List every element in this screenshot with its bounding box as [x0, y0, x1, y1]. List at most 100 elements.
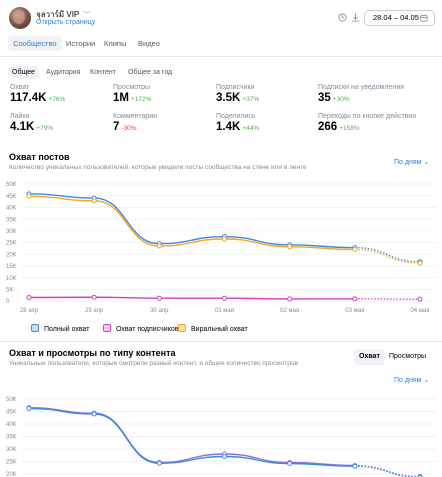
metric-value: 35 [318, 92, 331, 104]
metric-label: Переходы по кнопке действия [318, 113, 417, 120]
group-name[interactable]: จุลวาร์มี VIP ﹀ [36, 8, 90, 21]
legend-swatch [103, 324, 111, 332]
download-icon[interactable] [351, 13, 360, 22]
data-point [156, 460, 162, 466]
legend-subscribers-reach[interactable]: Охват подписчиков [103, 324, 178, 333]
metric-shares[interactable]: Поделились 1.4K +44% [216, 113, 259, 133]
subtab-audience[interactable]: Аудитория [46, 69, 81, 76]
legend-label: Полный охват [44, 326, 90, 333]
y-tick-label: 15K [6, 264, 17, 270]
metric-label: Просмотры [113, 84, 150, 91]
metric-label: Лайки [10, 113, 30, 120]
metric-action-button[interactable]: Переходы по кнопке действия 266 +158% [318, 113, 416, 133]
date-range-picker[interactable]: 28.04 – 04.05 [364, 10, 435, 26]
period-dropdown[interactable]: По дням ⌄ [394, 158, 429, 166]
x-tick-label: 30 апр [150, 308, 169, 314]
metric-reach[interactable]: Охват 117.4K +76% [10, 84, 65, 104]
metric-likes[interactable]: Лайки 4.1K +79% [10, 113, 53, 133]
series-line [28, 195, 355, 251]
data-point [417, 260, 423, 266]
open-page-link[interactable]: Открыть страницу [36, 19, 96, 26]
legend-label: Охват подписчиков [116, 326, 179, 333]
y-tick-label: 25K [6, 241, 17, 247]
y-tick-label: 20K [6, 472, 17, 477]
period-label: По дням [394, 377, 422, 384]
calendar-icon [420, 14, 428, 22]
data-point [352, 247, 358, 253]
tab-video[interactable]: Видео [138, 39, 160, 48]
section-subtitle: Количество уникальных пользователей, кот… [9, 164, 307, 171]
x-tick-label: 28 апр [20, 308, 39, 314]
metric-delta: +30% [332, 96, 350, 103]
clock-icon[interactable] [338, 13, 347, 22]
metric-delta: +172% [130, 96, 152, 103]
data-point [91, 294, 97, 300]
group-name-label: จุลวาร์มี VIP [36, 10, 80, 19]
y-tick-label: 5K [6, 288, 13, 294]
metric-value: 1M [113, 92, 129, 104]
subtab-general[interactable]: Общее [8, 66, 39, 79]
data-point [156, 295, 162, 301]
data-point [352, 296, 358, 302]
divider [0, 56, 442, 57]
chevron-down-icon: ⌄ [423, 377, 430, 384]
legend-label: Виральный охват [191, 326, 248, 333]
y-tick-label: 45K [6, 194, 17, 200]
metric-delta: +158% [339, 125, 360, 132]
legend-swatch [31, 324, 39, 332]
x-tick-label: 02 мая [280, 308, 299, 314]
metric-value: 266 [318, 121, 338, 133]
series-line-projected [354, 248, 421, 264]
y-tick-label: 50K [6, 397, 17, 403]
subtab-year[interactable]: Общее за год [128, 69, 173, 76]
series-line-projected [354, 465, 421, 477]
metric-delta: +37% [242, 96, 260, 103]
y-tick-label: 30K [6, 447, 17, 453]
metric-comments[interactable]: Комментарии 7 -30% [113, 113, 157, 133]
legend-viral-reach[interactable]: Виральный охват [178, 324, 248, 333]
metric-notifications[interactable]: Подписки на уведомления 35 +30% [318, 84, 404, 104]
metric-views[interactable]: Просмотры 1M +172% [113, 84, 151, 104]
period-dropdown[interactable]: По дням ⌄ [394, 376, 429, 384]
metric-delta: -30% [121, 125, 137, 132]
data-point [222, 236, 227, 242]
y-tick-label: 30K [6, 229, 17, 235]
chevron-down-icon[interactable]: ﹀ [83, 12, 91, 19]
data-point [417, 296, 423, 302]
x-tick-label: 01 мая [215, 308, 234, 314]
data-point [156, 243, 162, 249]
metric-subscribers[interactable]: Подписчики 3.5K +37% [216, 84, 259, 104]
y-tick-label: 25K [6, 460, 17, 466]
metric-value: 7 [113, 121, 120, 133]
x-tick-label: 29 апр [85, 308, 104, 314]
tab-stories[interactable]: Истории [66, 39, 96, 48]
date-range-label: 28.04 – 04.05 [373, 13, 419, 22]
segment-reach[interactable]: Охват [354, 349, 385, 365]
data-point [287, 244, 293, 250]
section-title: Охват постов [9, 152, 70, 162]
series-line [28, 407, 355, 467]
data-point [352, 463, 358, 469]
y-tick-label: 50K [6, 182, 17, 188]
series-line [28, 296, 355, 300]
metric-label: Подписчики [216, 84, 255, 91]
section-subtitle: Уникальные пользователи, которые смотрел… [9, 360, 298, 367]
data-point [222, 454, 227, 459]
subtab-content[interactable]: Контент [90, 69, 116, 76]
data-point [26, 294, 32, 300]
y-tick-label: 10K [6, 276, 17, 282]
metric-delta: +76% [48, 96, 66, 103]
avatar[interactable] [9, 7, 31, 29]
tab-clips[interactable]: Клипы [104, 39, 127, 48]
metric-value: 117.4K [10, 92, 47, 104]
y-tick-label: 45K [6, 410, 17, 416]
metric-label: Охват [10, 84, 30, 91]
metric-label: Поделились [216, 113, 256, 120]
y-tick-label: 40K [6, 422, 17, 428]
segment-views[interactable]: Просмотры [389, 353, 426, 360]
reach-posts-chart: 0 5K 10K 15K 20K 25K 30K 35K 40K 45K 50K 28 апр 29 а… [6, 182, 436, 314]
legend-swatch [178, 324, 186, 332]
legend-full-reach[interactable]: Полный охват [31, 324, 90, 333]
series-line-projected [354, 247, 421, 263]
tab-community[interactable]: Сообщество [8, 36, 62, 51]
